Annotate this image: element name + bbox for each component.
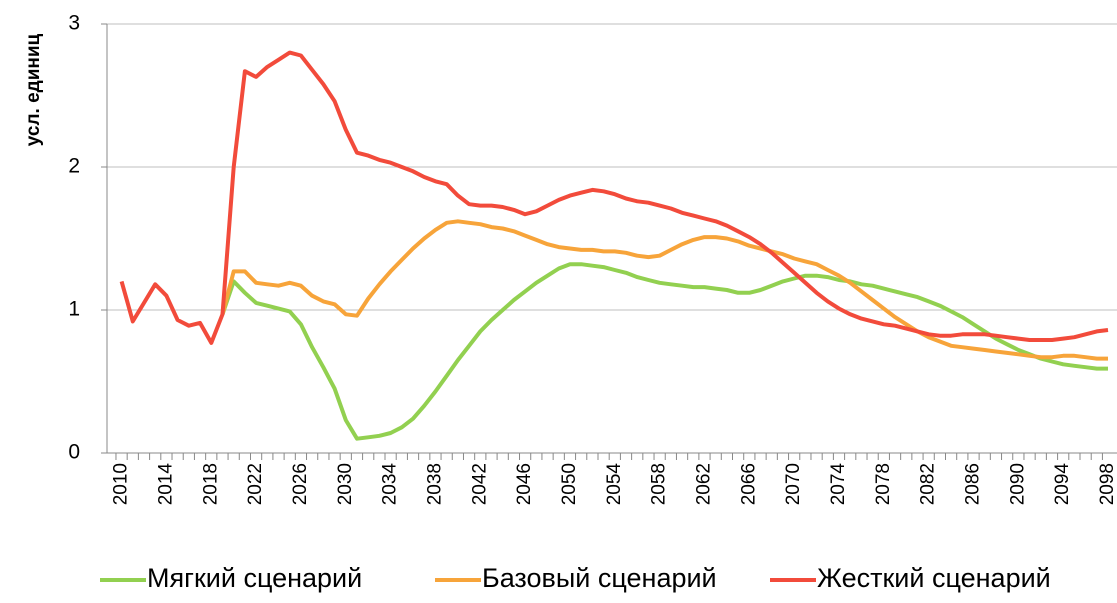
y-tick-label: 2: [68, 155, 80, 178]
series-line: [220, 262, 1108, 441]
x-tick-label: 2090: [1007, 463, 1028, 505]
x-tick-label: 2034: [380, 463, 401, 506]
x-tick-label: 2042: [469, 463, 490, 505]
x-tick-label: 2094: [1052, 463, 1073, 506]
legend-label: Мягкий сценарий: [147, 563, 362, 593]
x-tick-label: 2054: [604, 463, 625, 506]
x-tick-label: 2050: [559, 463, 580, 505]
x-tick-label: 2066: [738, 463, 759, 505]
x-tick-label: 2082: [918, 463, 939, 505]
x-tick-label: 2030: [335, 463, 356, 505]
legend-label: Жесткий сценарий: [817, 563, 1051, 593]
series-line: [220, 219, 1108, 361]
y-tick-label: 0: [68, 441, 80, 464]
x-tick-label: 2070: [783, 463, 804, 505]
y-tick-label: 1: [68, 298, 80, 321]
x-tick-label: 2018: [200, 463, 221, 505]
legend-label: Базовый сценарий: [482, 563, 717, 593]
x-tick-label: 2014: [155, 463, 176, 506]
x-tick-label: 2074: [828, 463, 849, 506]
x-tick-label: 2022: [245, 463, 266, 505]
series-line: [119, 50, 1109, 345]
y-tick-label: 3: [68, 12, 80, 35]
x-tick-label: 2010: [111, 463, 132, 505]
y-axis-label: усл. единиц: [23, 33, 44, 146]
x-tick-label: 2078: [873, 463, 894, 505]
x-tick-label: 2026: [290, 463, 311, 505]
x-tick-label: 2058: [649, 463, 670, 505]
x-tick-label: 2038: [424, 463, 445, 505]
x-tick-label: 2046: [514, 463, 535, 505]
x-tick-label: 2062: [693, 463, 714, 505]
x-tick-label: 2098: [1097, 463, 1117, 505]
x-tick-label: 2086: [963, 463, 984, 505]
